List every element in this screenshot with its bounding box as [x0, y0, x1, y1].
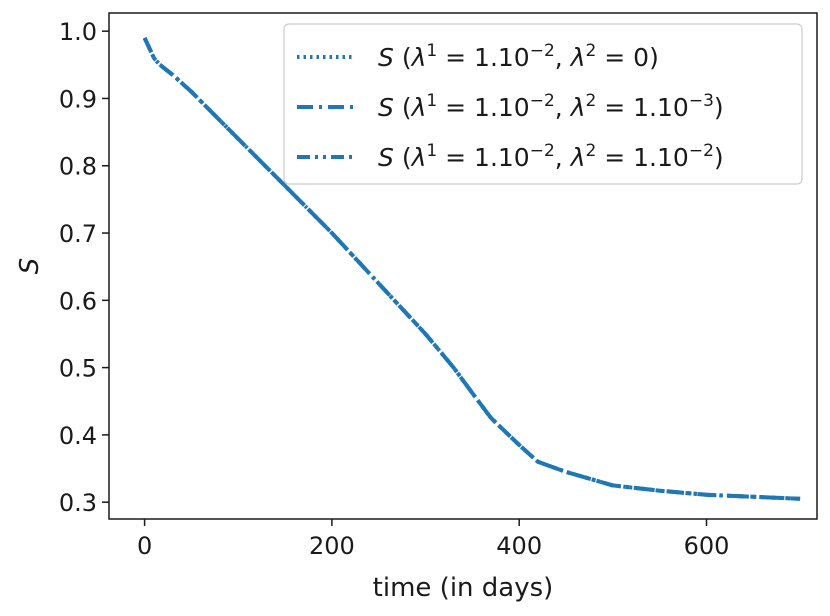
- x-tick-label: 0: [137, 532, 152, 560]
- y-tick-label: 0.4: [59, 422, 97, 450]
- x-tick-label: 400: [496, 532, 542, 560]
- legend: S (λ1 = 1.10−2, λ2 = 0) S (λ1 = 1.10−2, λ…: [283, 23, 803, 185]
- y-tick-label: 0.8: [59, 153, 97, 181]
- legend-label-1: S (λ1 = 1.10−2, λ2 = 0): [378, 41, 659, 72]
- y-tick-label: 0.3: [59, 489, 97, 517]
- series-layer: [142, 37, 801, 501]
- x-tick-label: 200: [309, 532, 355, 560]
- x-axis: 0 200 400 600: [137, 519, 729, 560]
- x-tick-label: 600: [684, 532, 730, 560]
- y-tick-label: 0.6: [59, 287, 97, 315]
- legend-box: [283, 23, 803, 185]
- legend-label-3: S (λ1 = 1.10−2, λ2 = 1.10−2): [378, 141, 724, 172]
- legend-label-2: S (λ1 = 1.10−2, λ2 = 1.10−3): [378, 91, 724, 122]
- y-tick-label: 0.7: [59, 220, 97, 248]
- y-tick-label: 1.0: [59, 18, 97, 46]
- y-tick-label: 0.5: [59, 355, 97, 383]
- y-tick-label: 0.9: [59, 85, 97, 113]
- x-axis-label: time (in days): [373, 573, 554, 603]
- series-line-3: [142, 37, 801, 501]
- y-axis: 0.3 0.4 0.5 0.6 0.7 0.8 0.9 1.0: [59, 18, 109, 517]
- y-axis-label: S: [15, 258, 45, 275]
